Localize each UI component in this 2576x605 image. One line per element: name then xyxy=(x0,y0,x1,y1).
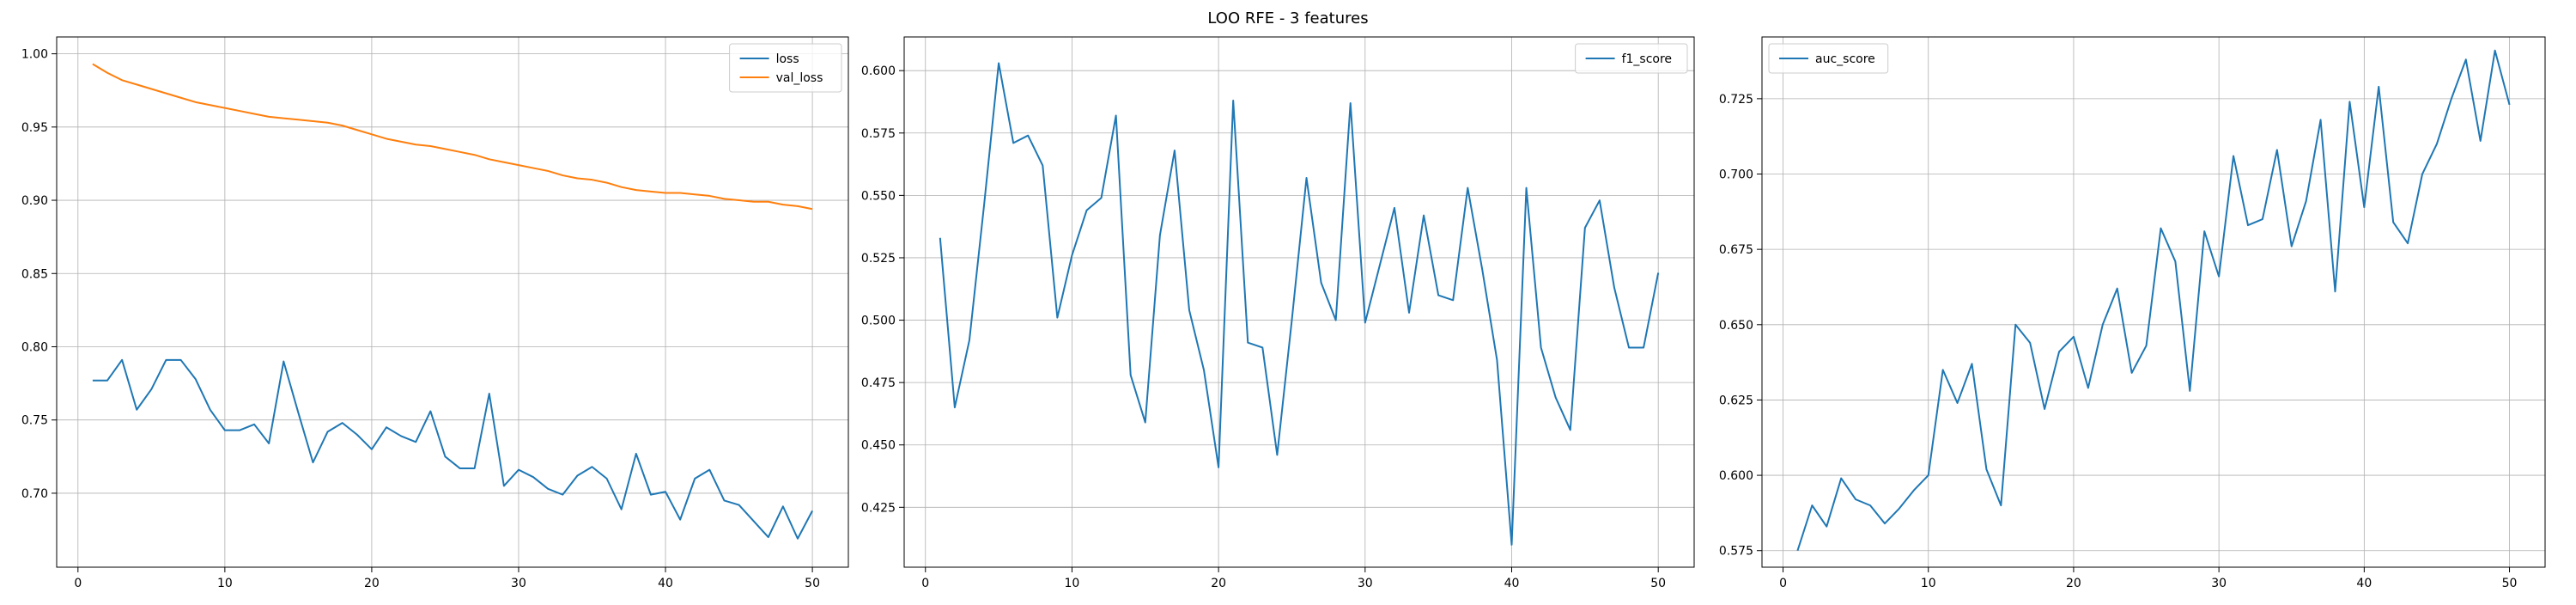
legend-label-f1-score: f1_score xyxy=(1622,52,1672,66)
x-tick-label: 10 xyxy=(1921,577,1936,590)
y-tick-label: 0.85 xyxy=(21,267,48,281)
x-tick-label: 50 xyxy=(805,577,820,590)
x-tick-label: 0 xyxy=(74,577,82,590)
y-tick-label: 0.725 xyxy=(1719,93,1753,107)
series-line-val-loss xyxy=(92,63,813,211)
chart-panel-1: 0 10 20 30 40 50 0.70 0.75 0.80 0.85 0.90 0.95 1.00 l… xyxy=(21,36,849,590)
y-tick-label: 0.575 xyxy=(1719,545,1753,559)
x-tick-label: 30 xyxy=(511,577,526,590)
legend-label-loss: loss xyxy=(776,52,799,66)
x-tick-label: 40 xyxy=(2356,577,2372,590)
y-tick-label: 0.95 xyxy=(21,121,48,135)
legend: loss val_loss xyxy=(729,43,842,93)
x-tick-label: 0 xyxy=(1779,577,1787,590)
x-tick-label: 40 xyxy=(658,577,673,590)
axes-frame xyxy=(903,36,1695,568)
y-tick-label: 0.600 xyxy=(861,64,896,78)
y-tick-label: 0.80 xyxy=(21,340,48,354)
y-tick-label: 0.700 xyxy=(1719,168,1753,182)
y-tick-label: 1.00 xyxy=(21,48,48,62)
legend: auc_score xyxy=(1768,43,1889,74)
legend: f1_score xyxy=(1575,43,1688,74)
y-tick-label: 0.425 xyxy=(861,501,896,515)
x-tick-label: 20 xyxy=(2066,577,2081,590)
series-line-auc-score xyxy=(1796,49,2511,552)
y-tick-label: 0.475 xyxy=(861,376,896,390)
y-tick-label: 0.525 xyxy=(861,252,896,266)
x-tick-label: 30 xyxy=(1358,577,1373,590)
y-tick-label: 0.70 xyxy=(21,487,48,501)
x-tick-label: 50 xyxy=(2502,577,2518,590)
x-tick-label: 30 xyxy=(2211,577,2227,590)
legend-box xyxy=(729,43,842,93)
legend-box xyxy=(1575,43,1688,74)
y-tick-label: 0.500 xyxy=(861,315,896,328)
x-tick-label: 10 xyxy=(217,577,233,590)
chart-panel-3: 0 10 20 30 40 50 0.575 0.600 0.625 0.650 0.675 0.70… xyxy=(1719,36,2546,590)
y-tick-label: 0.600 xyxy=(1719,469,1753,483)
x-tick-label: 0 xyxy=(921,577,929,590)
y-tick-label: 0.450 xyxy=(861,439,896,453)
axes-frame xyxy=(56,36,849,568)
series-line-f1-score xyxy=(939,62,1660,546)
series-line-loss xyxy=(92,358,813,540)
chart-panel-2: 0 10 20 30 40 50 0.425 0.450 0.475 0.500 0.525 0.55… xyxy=(861,36,1695,590)
legend-box xyxy=(1768,43,1889,74)
y-tick-label: 0.575 xyxy=(861,127,896,141)
legend-label-val-loss: val_loss xyxy=(776,71,823,85)
x-tick-label: 20 xyxy=(1211,577,1226,590)
y-tick-label: 0.550 xyxy=(861,189,896,203)
figure-title: LOO RFE - 3 features xyxy=(1207,9,1368,28)
y-tick-label: 0.90 xyxy=(21,194,48,208)
y-tick-label: 0.625 xyxy=(1719,394,1753,407)
x-tick-label: 50 xyxy=(1650,577,1666,590)
y-tick-label: 0.75 xyxy=(21,414,48,428)
y-tick-label: 0.675 xyxy=(1719,243,1753,257)
y-tick-label: 0.650 xyxy=(1719,319,1753,333)
x-tick-label: 10 xyxy=(1065,577,1080,590)
x-tick-label: 40 xyxy=(1504,577,1520,590)
x-tick-label: 20 xyxy=(364,577,380,590)
axes-frame xyxy=(1761,36,2546,568)
legend-label-auc-score: auc_score xyxy=(1815,52,1875,66)
